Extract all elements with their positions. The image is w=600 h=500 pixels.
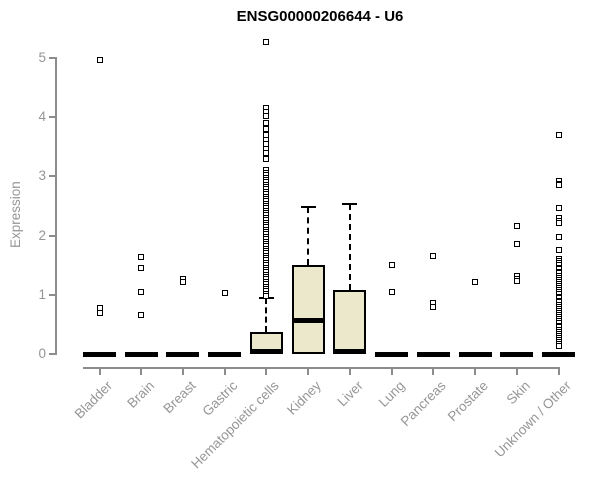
x-axis-tick <box>223 369 226 375</box>
outlier-point <box>263 120 270 127</box>
x-axis-tick <box>348 369 351 375</box>
whisker-line <box>348 204 351 291</box>
y-tick-label: 4 <box>38 109 46 125</box>
outlier-point <box>138 265 145 272</box>
outlier-point <box>179 279 186 286</box>
x-tick-label-text: Bladder <box>71 378 116 422</box>
chart-title: ENSG00000206644 - U6 <box>236 8 404 25</box>
x-axis-tick <box>98 369 101 375</box>
outlier-point <box>430 253 437 260</box>
collapsed-box <box>124 351 158 357</box>
x-tick-label-text: Kidney <box>283 378 324 418</box>
outlier-point <box>138 289 145 296</box>
box <box>291 264 325 354</box>
y-axis-tick <box>49 116 55 119</box>
outlier-point <box>430 303 437 310</box>
outlier-point <box>555 220 562 227</box>
y-axis-tick <box>49 57 55 59</box>
outlier-point <box>555 343 562 350</box>
collapsed-box <box>208 351 242 357</box>
whisker-cap <box>300 206 316 209</box>
y-tick-label: 0 <box>38 346 46 361</box>
y-tick-label: 5 <box>38 50 46 65</box>
outlier-point <box>513 240 520 247</box>
x-axis-tick <box>140 369 143 375</box>
whisker-line <box>265 297 268 333</box>
x-axis-tick <box>181 369 184 375</box>
y-tick-label: 2 <box>38 227 46 243</box>
outlier-point <box>263 155 270 162</box>
outlier-point <box>263 292 270 299</box>
x-axis-tick <box>515 369 518 375</box>
x-axis-tick <box>432 369 435 375</box>
x-tick-label-text: Skin <box>503 378 533 408</box>
x-tick-label-text: Breast <box>160 378 199 417</box>
collapsed-box <box>166 351 200 357</box>
collapsed-box <box>458 351 492 357</box>
outlier-point <box>555 247 562 254</box>
y-axis-line <box>55 57 57 355</box>
x-axis-line <box>83 367 560 369</box>
median-line <box>333 349 367 354</box>
outlier-point <box>472 279 479 286</box>
outlier-point <box>388 262 395 269</box>
collapsed-box <box>83 351 116 357</box>
outlier-point <box>513 278 520 285</box>
outlier-point <box>96 310 103 317</box>
collapsed-box <box>500 351 534 357</box>
box <box>333 290 367 354</box>
y-axis-tick <box>49 293 55 296</box>
x-tick-label-text: Gastric <box>199 378 241 419</box>
collapsed-box <box>375 351 409 357</box>
x-tick-label-text: Liver <box>334 378 366 410</box>
y-axis-tick <box>49 353 55 355</box>
x-axis-tick <box>390 369 393 375</box>
outlier-point <box>513 223 520 230</box>
outlier-point <box>388 289 395 296</box>
outlier-point <box>555 131 562 138</box>
collapsed-box <box>542 351 575 357</box>
x-axis-tick <box>307 369 310 375</box>
outlier-point <box>555 182 562 189</box>
median-line <box>291 317 325 323</box>
x-tick-label-text: Prostate <box>444 378 491 425</box>
outlier-point <box>96 56 103 63</box>
y-tick-label: 1 <box>38 286 46 302</box>
y-tick-label: 3 <box>38 168 46 184</box>
outlier-point <box>138 253 145 260</box>
x-tick-label-text: Brain <box>123 378 157 411</box>
y-axis-tick <box>49 175 55 178</box>
whisker-line <box>307 207 310 265</box>
x-axis-tick <box>474 369 477 375</box>
outlier-point <box>555 204 562 211</box>
outlier-point <box>138 311 145 318</box>
outlier-point <box>263 149 270 156</box>
outlier-point <box>555 234 562 241</box>
outlier-point <box>263 126 270 133</box>
x-tick-label-text: Unknown / Other <box>491 378 575 461</box>
x-axis-tick <box>265 369 268 375</box>
y-axis-tick <box>49 234 55 237</box>
x-tick-label-text: Lung <box>375 378 408 410</box>
outlier-point <box>263 113 270 120</box>
x-axis-tick <box>557 369 560 375</box>
collapsed-box <box>416 351 450 357</box>
outlier-point <box>263 39 270 46</box>
outlier-point <box>221 290 228 297</box>
whisker-cap <box>342 203 358 206</box>
median-line <box>249 349 283 354</box>
